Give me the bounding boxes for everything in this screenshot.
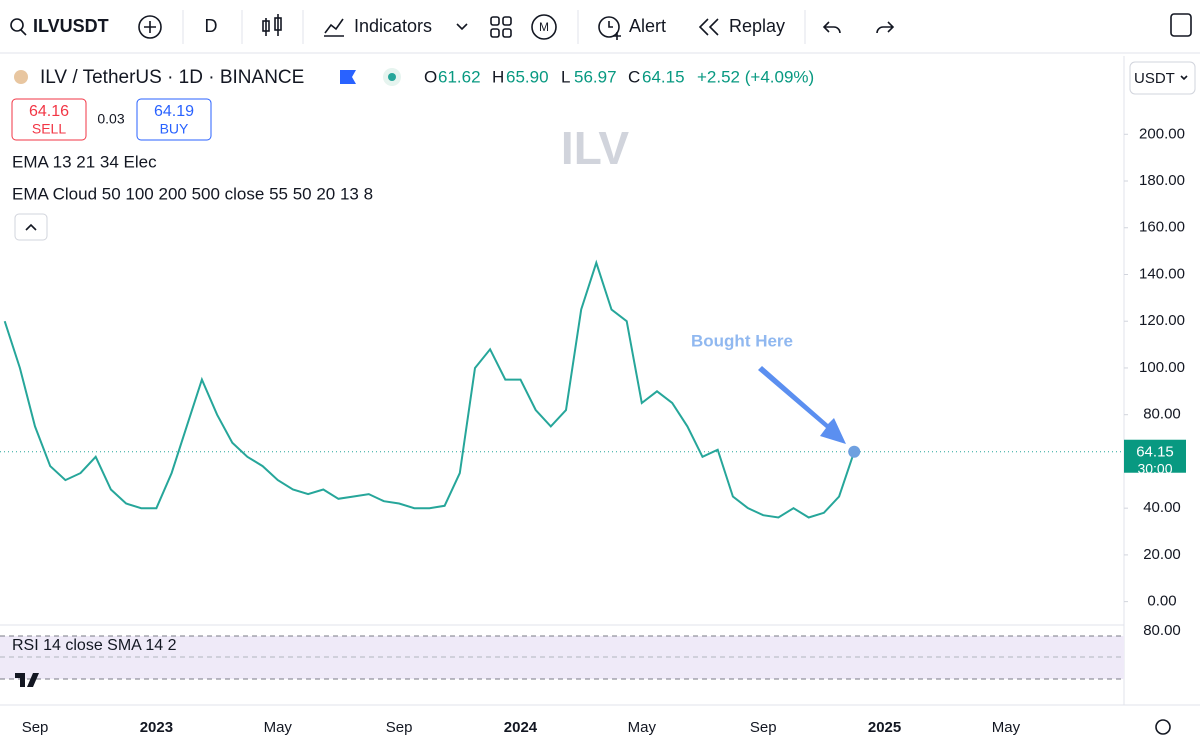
interval[interactable]: D <box>205 16 218 36</box>
symbol[interactable]: ILVUSDT <box>33 16 109 36</box>
collapse-legend[interactable] <box>14 213 48 241</box>
status-dot <box>388 73 396 81</box>
collapse-chevron <box>25 223 37 231</box>
search-icon-handle <box>20 29 27 36</box>
buy-price: 64.19 <box>154 103 194 120</box>
alert-icon[interactable] <box>598 16 620 38</box>
x-tick-label: 2023 <box>140 719 173 736</box>
candle-icon-body <box>262 20 270 32</box>
y-tick-label: 20.00 <box>1143 546 1181 563</box>
study-label: EMA 13 21 34 Elec <box>12 152 157 171</box>
x-tick-label: May <box>992 719 1021 736</box>
watermark: ILV <box>561 122 629 174</box>
y-tick-label: 120.00 <box>1139 312 1185 329</box>
y-tick-label: 160.00 <box>1139 219 1185 236</box>
replay-icon[interactable] <box>698 18 719 36</box>
buy-label: BUY <box>160 121 189 137</box>
y-tick-label: 200.00 <box>1139 125 1185 142</box>
layout-cell <box>490 16 500 26</box>
x-tick-label: 2025 <box>868 719 901 736</box>
ohlc-value: 61.62 <box>438 67 481 86</box>
x-tick-label: 2024 <box>504 719 538 736</box>
ohlc-label: O <box>424 67 437 86</box>
y-tick-label: 100.00 <box>1139 359 1185 376</box>
y-tick-label: 180.00 <box>1139 172 1185 189</box>
ohlc-label: H <box>492 67 504 86</box>
currency-button[interactable] <box>1129 61 1196 95</box>
ohlc-label: C <box>628 67 640 86</box>
maximize[interactable] <box>1170 13 1192 37</box>
layout-icon[interactable] <box>490 16 512 38</box>
study-label: EMA Cloud 50 100 200 500 close 55 50 20 … <box>12 184 373 203</box>
annotation: Bought Here <box>691 331 793 350</box>
sell-button[interactable] <box>11 98 87 141</box>
rsi-label: RSI 14 close SMA 14 2 <box>12 637 177 654</box>
symbol-logo <box>14 70 28 84</box>
m-label: M <box>539 20 549 34</box>
price-line <box>3 259 856 519</box>
tv-logo-shape <box>15 673 39 687</box>
last-price-box <box>1124 439 1186 473</box>
legend-title: ILV / TetherUS · 1D · BINANCE <box>40 67 304 88</box>
ohlc-value: 64.15 <box>642 67 685 86</box>
annotation-arrow <box>758 366 846 444</box>
add-symbol[interactable] <box>138 15 162 39</box>
x-tick-label: Sep <box>22 719 49 736</box>
settings[interactable] <box>1155 719 1171 735</box>
x-tick-label: May <box>628 719 657 736</box>
currency: USDT <box>1134 70 1175 87</box>
candle-icon-body <box>274 17 282 31</box>
sell-price: 64.16 <box>29 103 69 120</box>
ohlc-value: 56.97 <box>574 67 617 86</box>
alert-icon-hands <box>608 21 621 40</box>
ohlc-label: L <box>561 67 570 86</box>
undo[interactable] <box>822 21 841 34</box>
sell-label: SELL <box>32 121 66 137</box>
m-circle[interactable] <box>531 14 557 40</box>
indicators-icon[interactable] <box>324 18 344 37</box>
spread: 0.03 <box>97 111 124 127</box>
x-tick-label: Sep <box>750 719 777 736</box>
rsi-tick-label: 80.00 <box>1143 622 1181 639</box>
redo[interactable] <box>876 21 895 34</box>
x-tick-label: Sep <box>386 719 413 736</box>
x-tick-label: May <box>264 719 293 736</box>
last-price-label: 64.15 <box>1136 444 1174 461</box>
countdown: 30:00 <box>1137 460 1172 476</box>
y-tick-label: 140.00 <box>1139 265 1185 282</box>
y-tick-label: 0.00 <box>1147 593 1176 610</box>
search-icon[interactable] <box>10 18 24 32</box>
layout-cell <box>502 16 512 26</box>
alert[interactable]: Alert <box>629 16 666 36</box>
ohlc-value: 65.90 <box>506 67 549 86</box>
y-tick-label: 40.00 <box>1143 499 1181 516</box>
change: +2.52 (+4.09%) <box>697 67 814 86</box>
layout-cell <box>502 28 512 38</box>
chevron[interactable] <box>456 23 468 31</box>
buy-button[interactable] <box>136 98 212 141</box>
layout-cell <box>490 28 500 38</box>
flag[interactable] <box>340 70 356 84</box>
indicators[interactable]: Indicators <box>354 16 432 36</box>
currency-chevron <box>1180 75 1188 81</box>
add-symbol-plus <box>144 21 156 33</box>
marker-dot <box>848 445 861 458</box>
toolbar <box>0 0 1200 52</box>
y-tick-label: 80.00 <box>1143 406 1181 423</box>
replay[interactable]: Replay <box>729 16 785 36</box>
